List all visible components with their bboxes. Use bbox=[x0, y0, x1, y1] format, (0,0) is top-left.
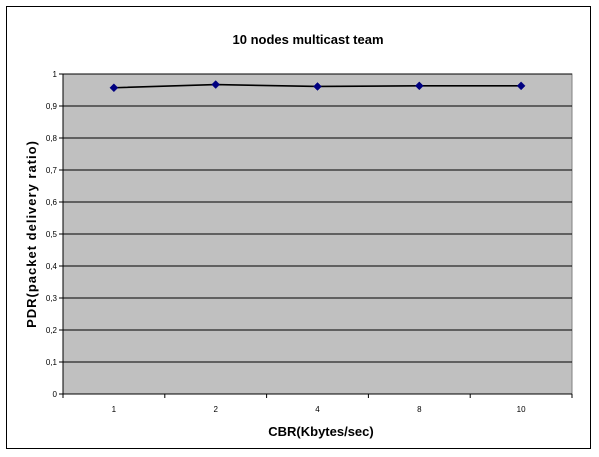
y-tick-label: 0,6 bbox=[46, 198, 58, 207]
chart-frame: 10 nodes multicast team 0 0,1 0,2 0,3 0,4 0,5… bbox=[6, 6, 591, 449]
series-line bbox=[109, 80, 526, 93]
y-axis-ticks: 0 0,1 0,2 0,3 0,4 0,5 0,6 0,7 0,8 0,9 1 bbox=[46, 70, 64, 399]
chart-title: 10 nodes multicast team bbox=[233, 32, 384, 47]
data-point bbox=[109, 83, 119, 93]
y-tick-label: 0,9 bbox=[46, 102, 58, 111]
y-tick-label: 0,2 bbox=[46, 326, 58, 335]
data-point bbox=[516, 81, 526, 91]
y-tick-label: 0 bbox=[53, 390, 58, 399]
y-tick-label: 0,1 bbox=[46, 358, 58, 367]
data-point bbox=[211, 80, 221, 89]
y-tick-label: 0,7 bbox=[46, 166, 58, 175]
data-point bbox=[414, 81, 424, 91]
y-tick-label: 0,4 bbox=[46, 262, 58, 271]
x-axis-ticks: 1 2 4 8 10 bbox=[62, 393, 573, 414]
x-tick-label: 1 bbox=[112, 405, 117, 414]
y-tick-label: 0,8 bbox=[46, 134, 58, 143]
x-tick-label: 10 bbox=[517, 405, 526, 414]
y-tick-label: 0,5 bbox=[46, 230, 58, 239]
y-tick-label: 0,3 bbox=[46, 294, 58, 303]
data-point bbox=[313, 82, 322, 91]
y-axis-label: PDR(packet delivery ratio) bbox=[24, 140, 39, 328]
line-chart: 10 nodes multicast team 0 0,1 0,2 0,3 0,4 0,5… bbox=[24, 32, 573, 439]
x-tick-label: 2 bbox=[213, 405, 218, 414]
x-axis-label: CBR(Kbytes/sec) bbox=[268, 424, 373, 439]
x-tick-label: 4 bbox=[315, 405, 320, 414]
x-tick-label: 8 bbox=[417, 405, 422, 414]
grid-lines bbox=[63, 73, 572, 363]
y-tick-label: 1 bbox=[53, 70, 58, 79]
